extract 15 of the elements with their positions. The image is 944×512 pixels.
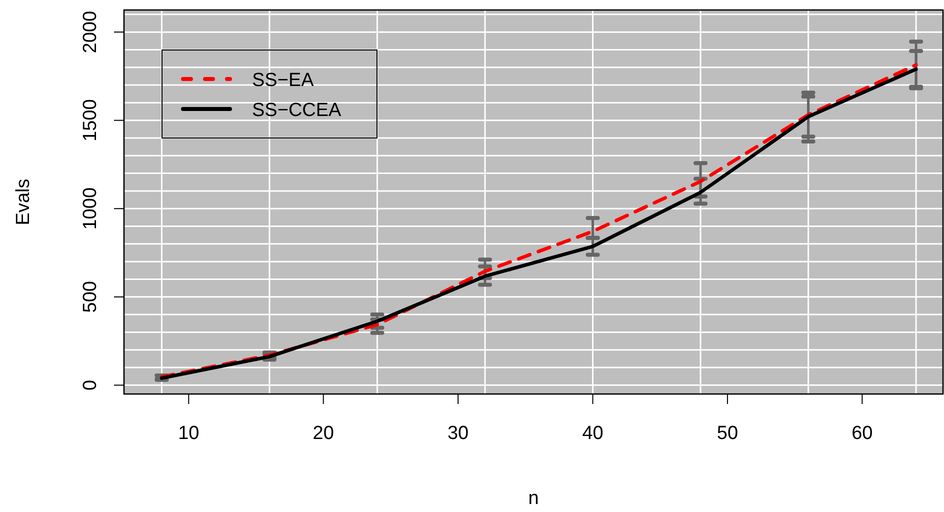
x-tick-label: 60: [852, 423, 873, 444]
x-tick-label: 10: [178, 423, 200, 444]
y-tick-label: 1000: [80, 187, 101, 230]
legend-label: SS−CCEA: [252, 100, 342, 121]
x-tick-label: 50: [716, 423, 738, 444]
x-tick-label: 30: [447, 423, 469, 444]
y-axis-title: Evals: [13, 178, 34, 226]
y-tick-label: 500: [80, 281, 101, 313]
x-tick-label: 20: [312, 423, 334, 444]
x-tick-label: 40: [582, 423, 604, 444]
y-tick-label: 2000: [80, 10, 101, 54]
y-tick-label: 0: [80, 380, 101, 390]
legend-label: SS−EA: [252, 70, 314, 91]
x-axis-title: n: [528, 488, 539, 509]
y-tick-label: 1500: [80, 99, 101, 142]
